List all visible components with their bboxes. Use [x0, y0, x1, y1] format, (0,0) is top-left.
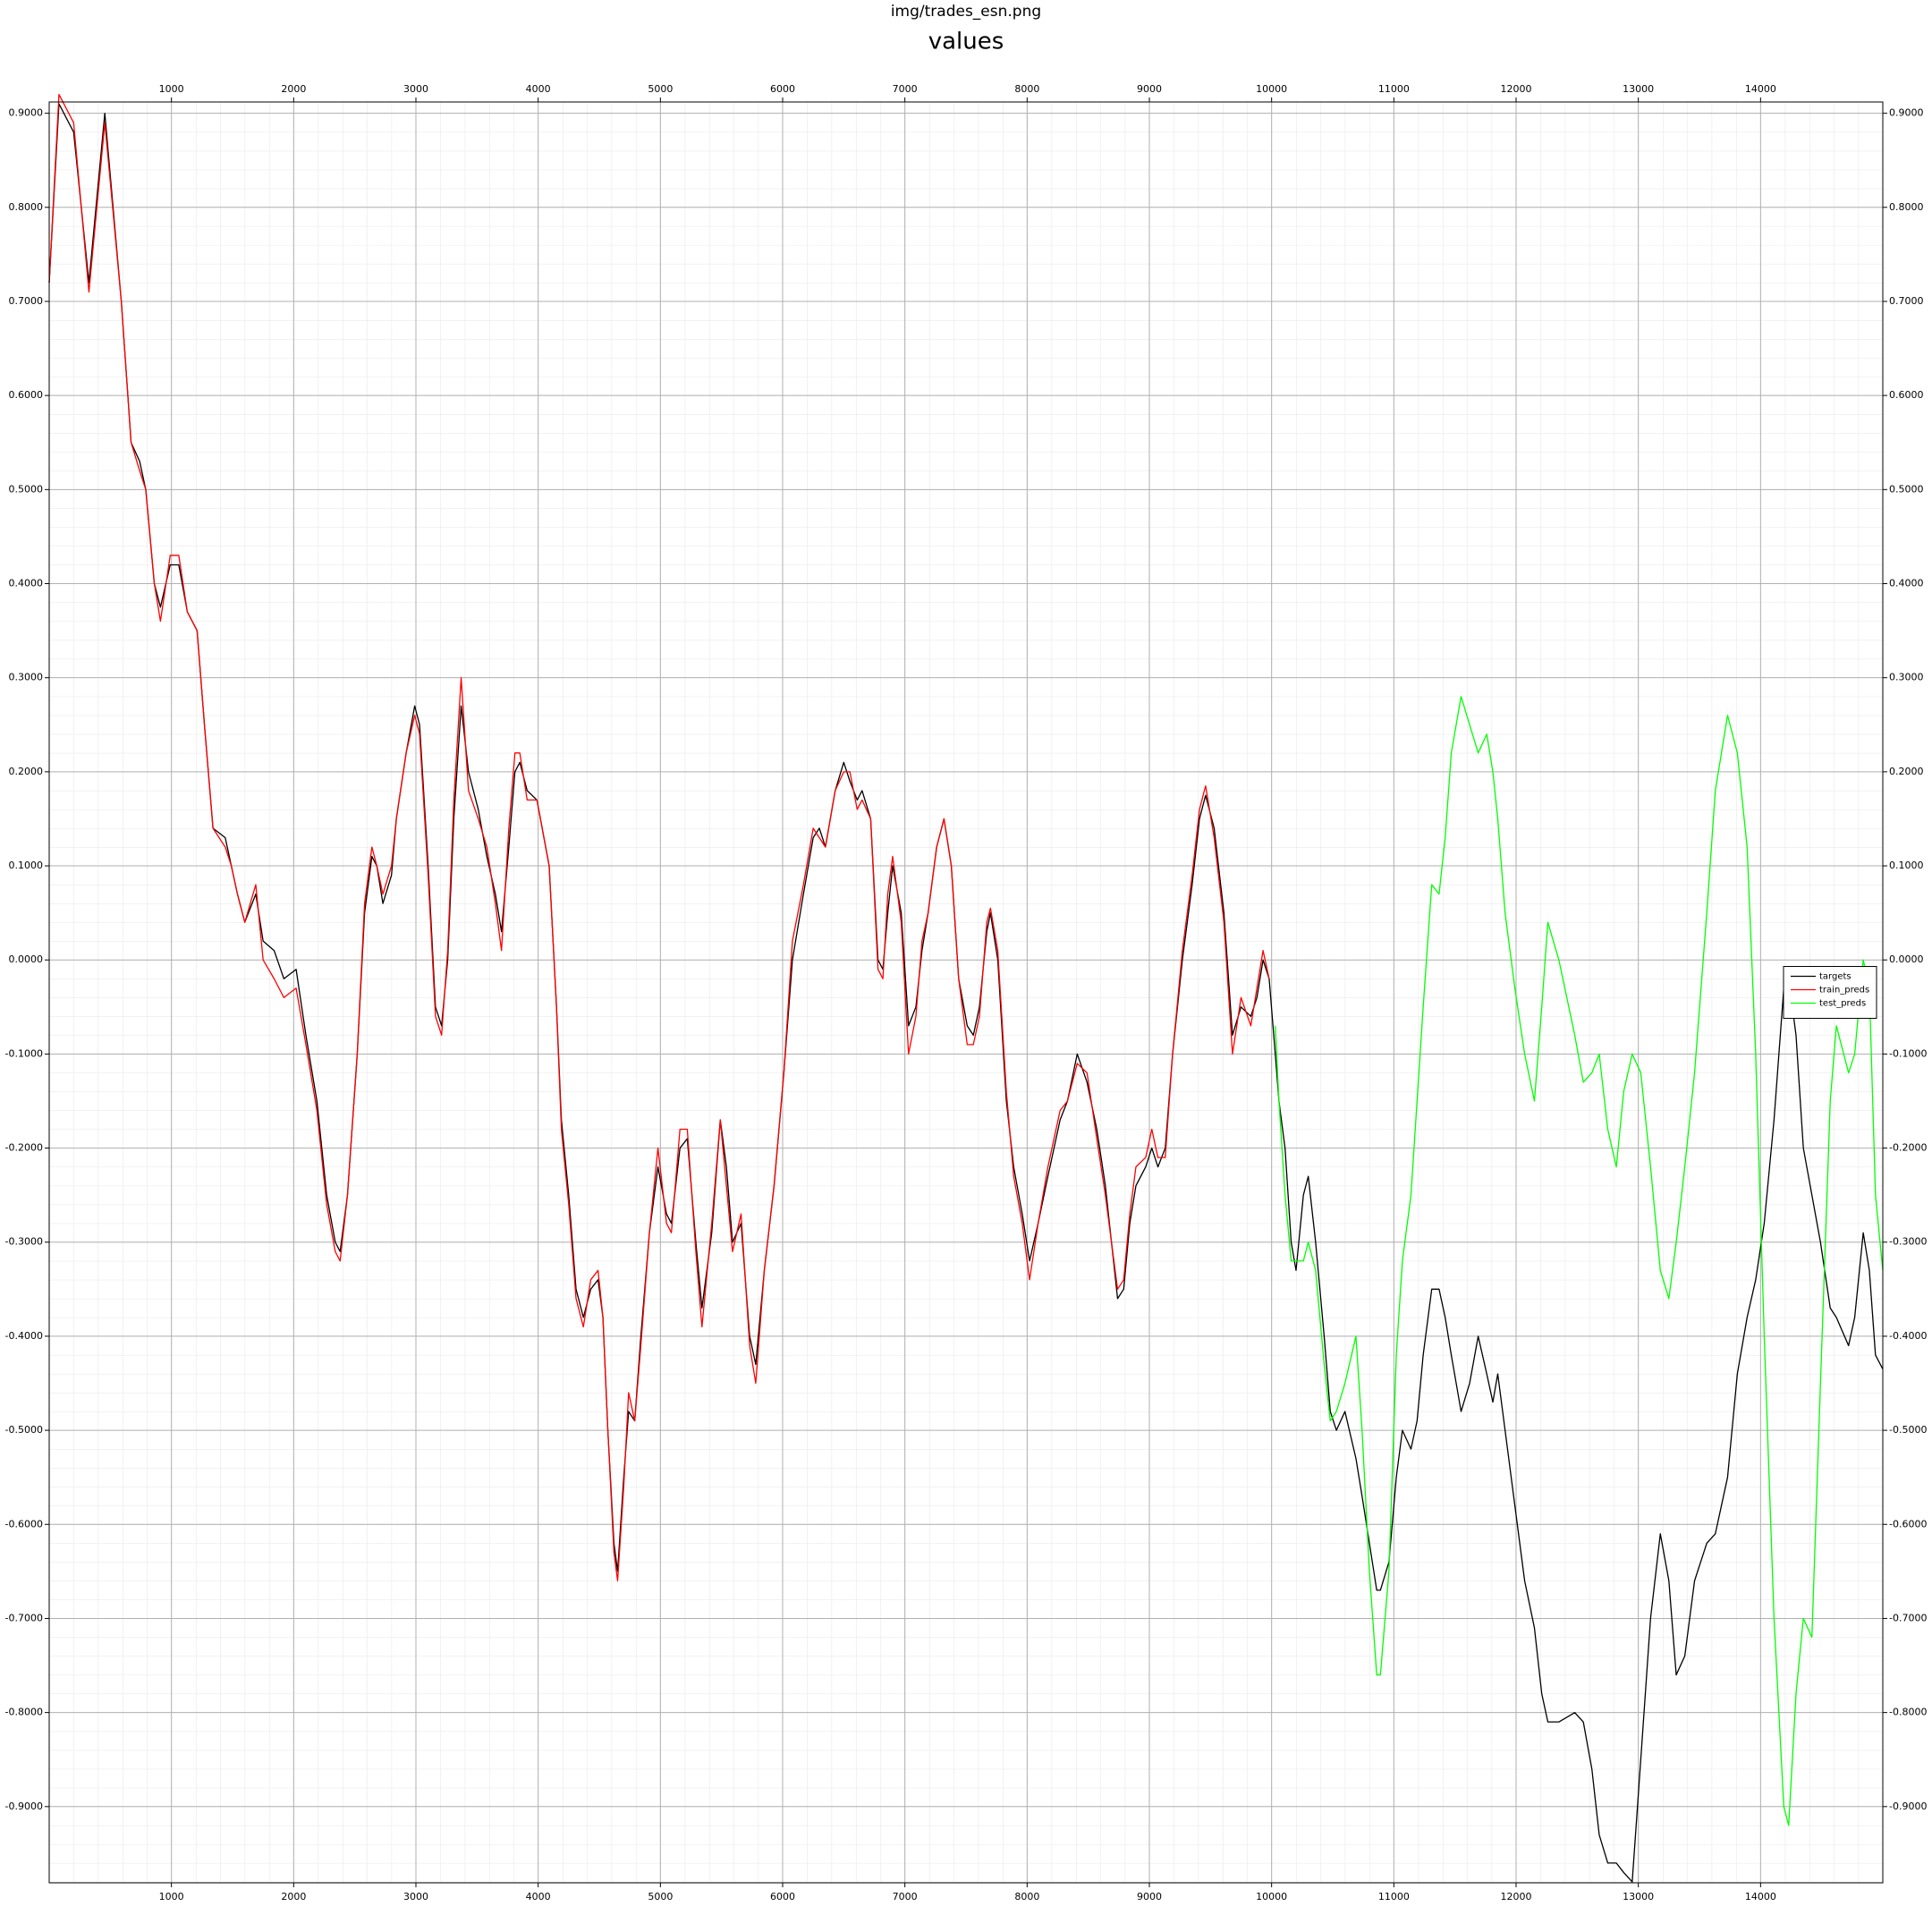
y-tick-label: -0.4000: [5, 1330, 43, 1342]
x-tick-label: 9000: [1137, 1891, 1162, 1902]
x-tick-label: 10000: [1256, 1891, 1287, 1902]
x-tick-label: 3000: [403, 83, 428, 95]
x-tick-label: 7000: [893, 1891, 918, 1902]
x-tick-label: 11000: [1378, 83, 1410, 95]
x-tick-label: 12000: [1501, 1891, 1532, 1902]
y-tick-label: -0.9000: [1889, 1801, 1927, 1812]
x-tick-label: 8000: [1014, 1891, 1039, 1902]
x-tick-label: 8000: [1014, 83, 1039, 95]
x-tick-label: 3000: [403, 1891, 428, 1902]
x-tick-label: 5000: [648, 1891, 673, 1902]
y-tick-label: -0.1000: [5, 1047, 43, 1059]
y-tick-label: 0.9000: [1889, 107, 1924, 119]
x-tick-label: 4000: [526, 1891, 551, 1902]
x-tick-label: 14000: [1745, 83, 1776, 95]
y-tick-label: 0.9000: [9, 107, 44, 119]
y-tick-label: -0.3000: [5, 1236, 43, 1248]
x-tick-label: 7000: [893, 83, 918, 95]
y-tick-label: 0.6000: [1889, 389, 1924, 401]
y-tick-label: -0.8000: [1889, 1707, 1927, 1718]
y-tick-label: 0.0000: [9, 953, 44, 965]
y-tick-label: 0.2000: [1889, 766, 1924, 777]
x-tick-label: 10000: [1256, 83, 1287, 95]
y-tick-label: 0.5000: [1889, 483, 1924, 495]
x-tick-label: 4000: [526, 83, 551, 95]
series-line: [1275, 696, 1884, 1826]
y-tick-label: 0.4000: [1889, 578, 1924, 589]
x-tick-label: 1000: [159, 1891, 184, 1902]
y-tick-label: 0.7000: [9, 295, 44, 307]
y-tick-label: 0.8000: [9, 201, 44, 213]
y-tick-label: 0.1000: [9, 860, 44, 871]
x-tick-label: 2000: [281, 1891, 306, 1902]
figure-title: img/trades_esn.png: [891, 3, 1041, 21]
minor-grid: [49, 102, 1883, 1883]
series-line: [48, 93, 1270, 1582]
x-tick-label: 1000: [159, 83, 184, 95]
y-tick-label: -0.5000: [1889, 1424, 1927, 1436]
y-tick-label: -0.8000: [5, 1707, 43, 1718]
x-tick-label: 6000: [770, 83, 795, 95]
y-tick-label: 0.2000: [9, 766, 44, 777]
y-tick-label: -0.2000: [1889, 1142, 1927, 1154]
y-tick-label: -0.1000: [1889, 1047, 1927, 1059]
y-tick-label: -0.7000: [1889, 1612, 1927, 1623]
y-tick-label: 0.7000: [1889, 295, 1924, 307]
x-tick-label: 13000: [1623, 83, 1654, 95]
y-tick-label: 0.1000: [1889, 860, 1924, 871]
y-tick-label: 0.4000: [9, 578, 44, 589]
y-tick-label: -0.9000: [5, 1801, 43, 1812]
x-tick-label: 13000: [1623, 1891, 1654, 1902]
legend-box: [1783, 966, 1877, 1019]
plot-frame: [48, 101, 1884, 1884]
y-tick-label: 0.8000: [1889, 201, 1924, 213]
y-tick-label: 0.0000: [1889, 953, 1924, 965]
y-tick-label: -0.4000: [1889, 1330, 1927, 1342]
y-tick-label: -0.6000: [1889, 1518, 1927, 1530]
legend-label: test_preds: [1819, 999, 1866, 1009]
y-tick-label: -0.7000: [5, 1612, 43, 1623]
y-tick-label: -0.6000: [5, 1518, 43, 1530]
x-tick-label: 9000: [1137, 83, 1162, 95]
x-tick-label: 5000: [648, 83, 673, 95]
y-tick-label: 0.6000: [9, 389, 44, 401]
y-tick-label: -0.2000: [5, 1142, 43, 1154]
y-tick-label: 0.3000: [1889, 672, 1924, 683]
x-tick-label: 14000: [1745, 1891, 1776, 1902]
x-tick-label: 6000: [770, 1891, 795, 1902]
y-tick-label: -0.5000: [5, 1424, 43, 1436]
x-tick-label: 2000: [281, 83, 306, 95]
y-tick-label: 0.3000: [9, 672, 44, 683]
legend-label: train_preds: [1819, 986, 1869, 996]
chart-title: values: [928, 29, 1004, 55]
y-tick-label: 0.5000: [9, 483, 44, 495]
x-tick-label: 11000: [1378, 1891, 1410, 1902]
legend-label: targets: [1819, 972, 1852, 982]
y-tick-label: -0.3000: [1889, 1236, 1927, 1248]
x-tick-label: 12000: [1501, 83, 1532, 95]
